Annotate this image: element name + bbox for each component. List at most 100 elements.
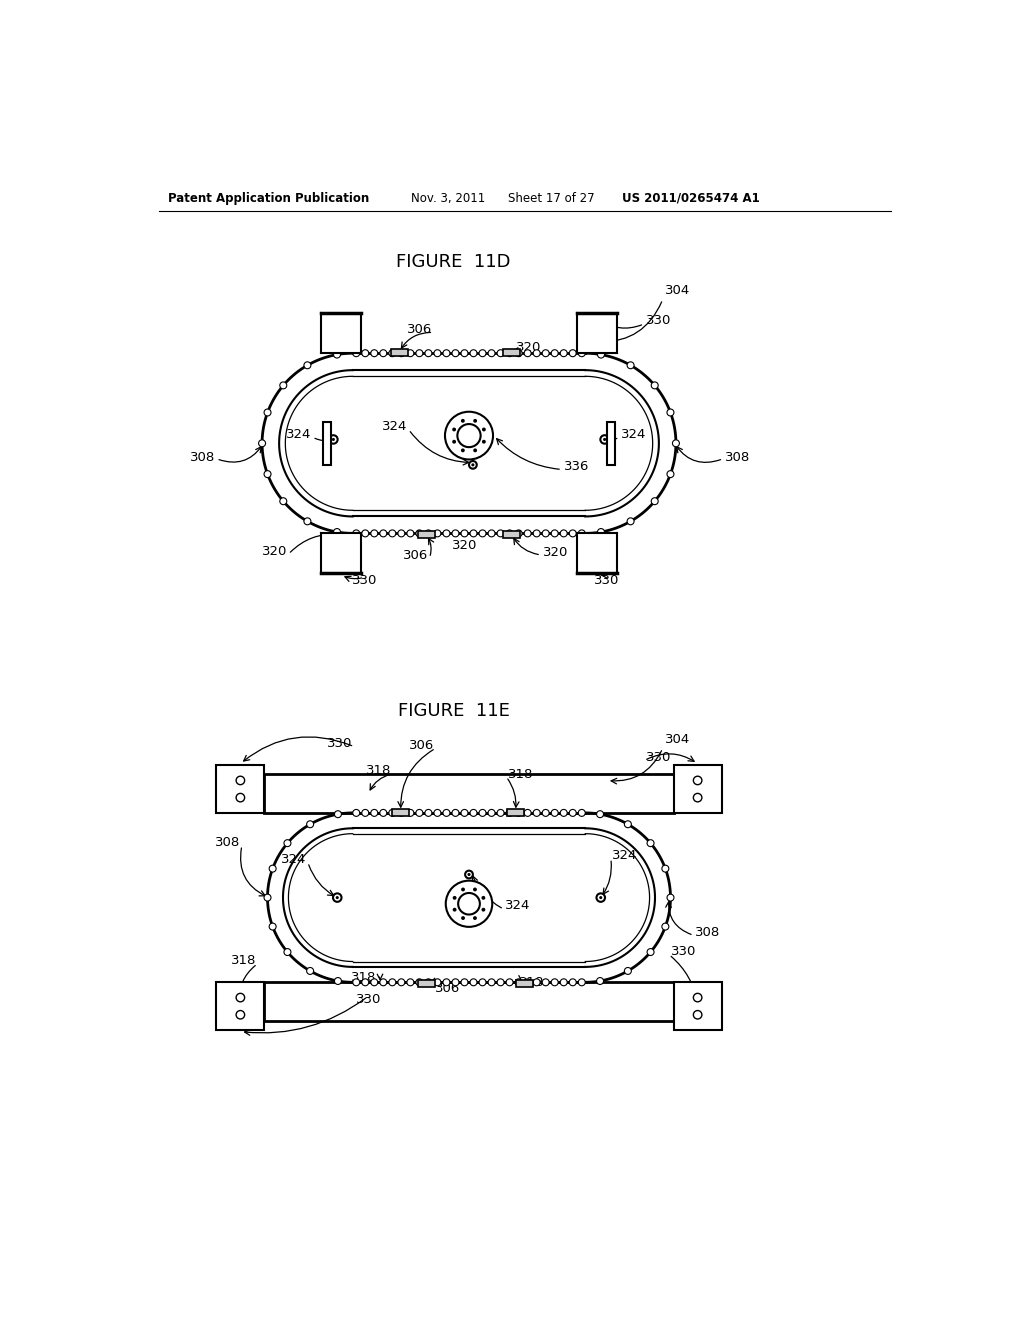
Circle shape — [380, 809, 387, 816]
Circle shape — [599, 896, 602, 899]
Text: 304: 304 — [665, 733, 690, 746]
Circle shape — [625, 821, 632, 828]
Bar — [352, 354, 586, 533]
Circle shape — [497, 350, 504, 356]
Circle shape — [662, 865, 669, 873]
Circle shape — [551, 529, 558, 537]
Circle shape — [264, 894, 271, 902]
Circle shape — [425, 809, 432, 816]
Circle shape — [237, 793, 245, 801]
Text: Sheet 17 of 27: Sheet 17 of 27 — [508, 191, 594, 205]
Circle shape — [443, 350, 450, 356]
Circle shape — [458, 894, 480, 915]
Text: 324: 324 — [612, 849, 638, 862]
Circle shape — [479, 350, 486, 356]
Circle shape — [425, 979, 432, 986]
Circle shape — [371, 979, 378, 986]
Wedge shape — [280, 370, 352, 516]
Circle shape — [335, 810, 341, 817]
Bar — [352, 370, 586, 516]
Text: 330: 330 — [355, 993, 381, 1006]
Bar — [352, 834, 586, 961]
Bar — [321, 313, 361, 354]
Circle shape — [458, 424, 480, 447]
Circle shape — [473, 418, 477, 422]
Circle shape — [560, 529, 567, 537]
Wedge shape — [286, 376, 352, 511]
Circle shape — [524, 529, 531, 537]
Wedge shape — [586, 370, 658, 516]
Bar — [607, 422, 614, 465]
Circle shape — [352, 979, 359, 986]
Circle shape — [389, 350, 396, 356]
Circle shape — [579, 529, 586, 537]
Circle shape — [361, 529, 369, 537]
Circle shape — [693, 793, 701, 801]
Circle shape — [332, 438, 335, 441]
Circle shape — [515, 529, 522, 537]
Circle shape — [361, 979, 369, 986]
Circle shape — [453, 908, 457, 912]
Bar — [321, 533, 361, 573]
Circle shape — [603, 438, 606, 441]
Circle shape — [534, 809, 540, 816]
Text: 318: 318 — [350, 972, 376, 985]
Circle shape — [579, 979, 586, 986]
Circle shape — [371, 350, 378, 356]
Circle shape — [481, 896, 485, 900]
Circle shape — [506, 979, 513, 986]
Circle shape — [434, 529, 441, 537]
Circle shape — [453, 440, 456, 444]
Circle shape — [380, 350, 387, 356]
Circle shape — [461, 418, 465, 422]
Circle shape — [269, 923, 276, 931]
Text: 324: 324 — [382, 420, 407, 433]
Text: 336: 336 — [563, 459, 589, 473]
Circle shape — [560, 350, 567, 356]
Circle shape — [352, 809, 359, 816]
Circle shape — [416, 350, 423, 356]
Circle shape — [542, 809, 549, 816]
Circle shape — [389, 809, 396, 816]
Circle shape — [542, 350, 549, 356]
Circle shape — [488, 529, 495, 537]
Circle shape — [597, 894, 605, 902]
Circle shape — [497, 809, 504, 816]
Circle shape — [380, 979, 387, 986]
Circle shape — [284, 949, 291, 956]
Circle shape — [471, 463, 474, 466]
Text: 318: 318 — [675, 779, 699, 792]
Bar — [216, 766, 264, 813]
Text: 324: 324 — [506, 899, 530, 912]
Circle shape — [488, 350, 495, 356]
Circle shape — [551, 809, 558, 816]
Circle shape — [470, 350, 477, 356]
Text: 330: 330 — [671, 945, 696, 958]
Circle shape — [651, 498, 658, 504]
Circle shape — [579, 350, 586, 356]
Circle shape — [264, 471, 271, 478]
Circle shape — [465, 871, 473, 878]
Bar — [418, 531, 435, 537]
Circle shape — [542, 529, 549, 537]
Text: 320: 320 — [543, 546, 568, 560]
Circle shape — [488, 809, 495, 816]
Text: 330: 330 — [328, 737, 352, 750]
Text: 324: 324 — [281, 853, 306, 866]
Circle shape — [237, 1011, 245, 1019]
Circle shape — [443, 809, 450, 816]
Circle shape — [461, 809, 468, 816]
Wedge shape — [586, 354, 676, 533]
Circle shape — [452, 809, 459, 816]
Text: 330: 330 — [351, 574, 377, 587]
Text: FIGURE  11D: FIGURE 11D — [396, 253, 511, 272]
Circle shape — [407, 350, 414, 356]
Circle shape — [542, 979, 549, 986]
Circle shape — [506, 809, 513, 816]
Circle shape — [597, 978, 603, 985]
Circle shape — [667, 894, 674, 902]
Circle shape — [524, 809, 531, 816]
Circle shape — [334, 351, 341, 358]
Circle shape — [627, 517, 634, 525]
Text: 330: 330 — [322, 314, 346, 326]
